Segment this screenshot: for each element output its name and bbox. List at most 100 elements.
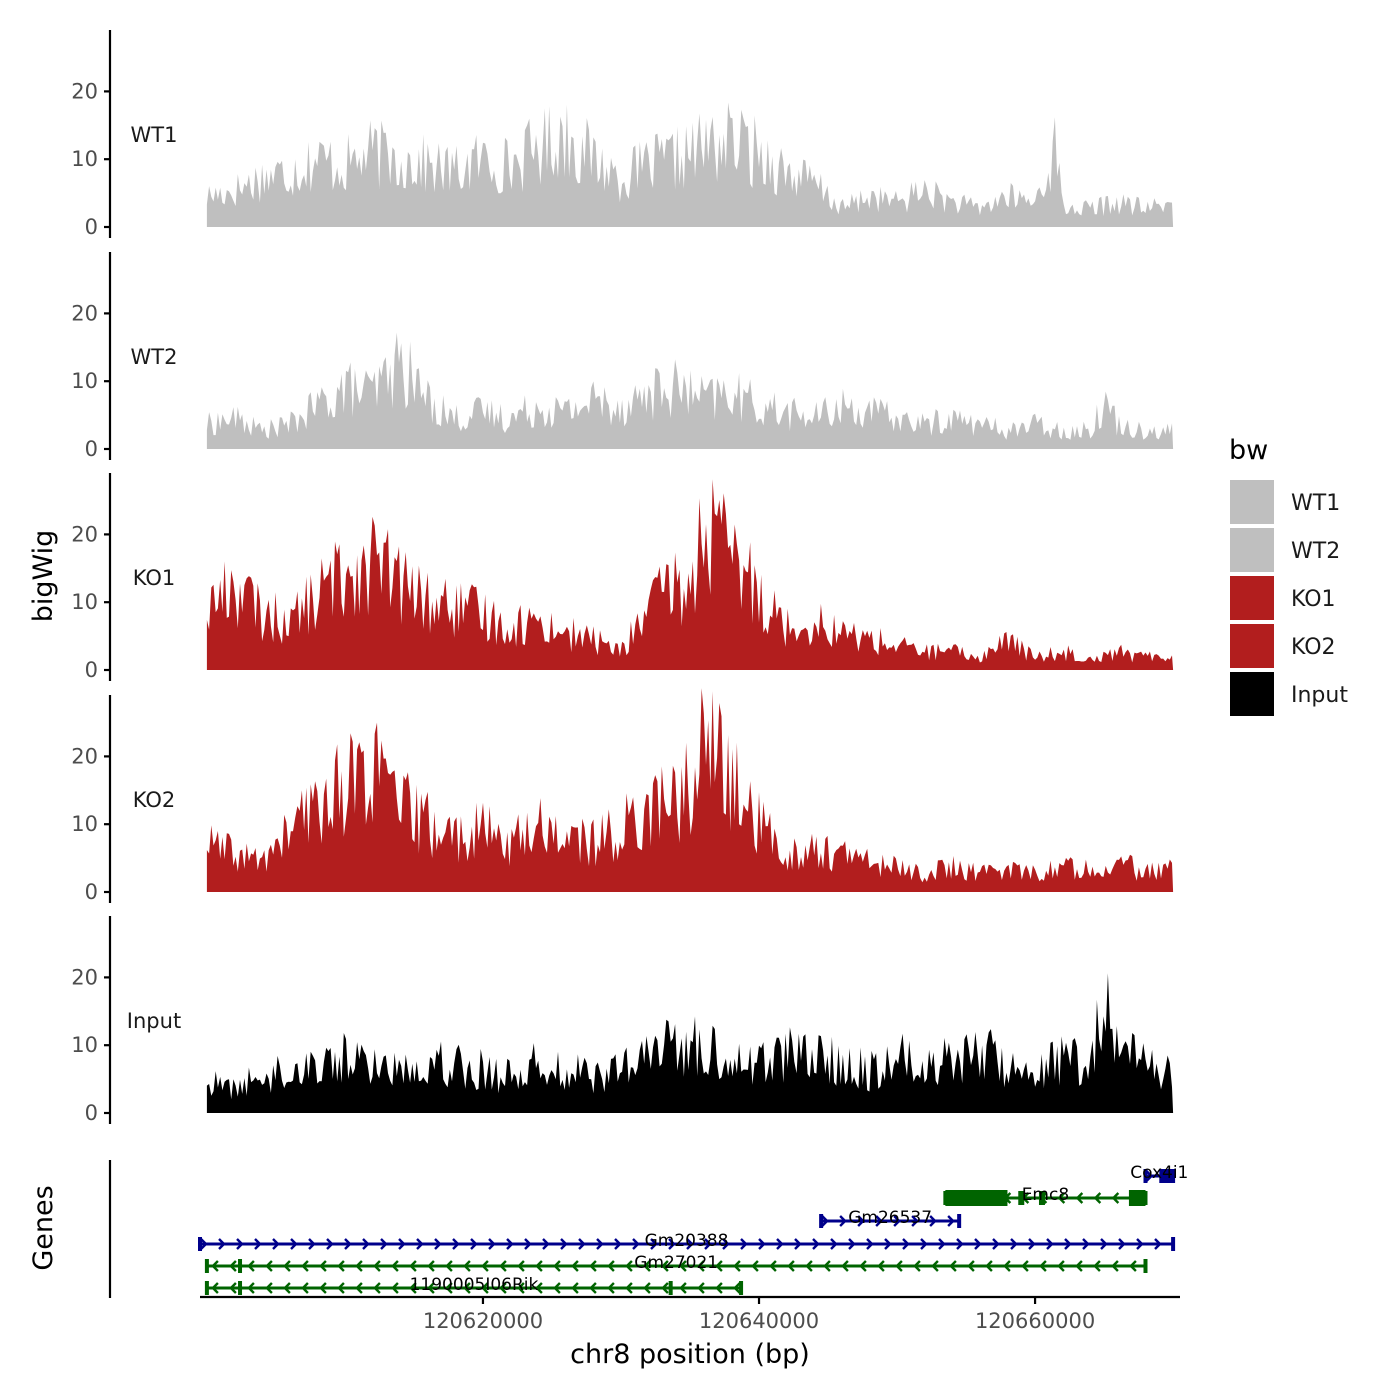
strand-arrow bbox=[902, 1238, 910, 1250]
strand-arrow bbox=[589, 1282, 597, 1294]
strand-arrow bbox=[265, 1260, 273, 1272]
strand-arrow bbox=[560, 1238, 568, 1250]
track-ko1: 0 10 20 KO1 bbox=[71, 473, 1174, 682]
strand-arrow bbox=[992, 1238, 1000, 1250]
gene-label: Emc8 bbox=[1022, 1185, 1069, 1205]
strand-arrow bbox=[211, 1260, 219, 1272]
gene-label: 1190005I06Rik bbox=[410, 1275, 539, 1295]
strand-arrow bbox=[733, 1282, 741, 1294]
strand-arrow bbox=[859, 1260, 867, 1272]
strand-arrow bbox=[373, 1282, 381, 1294]
gene-label: Cox4i1 bbox=[1130, 1163, 1188, 1183]
strand-arrow bbox=[553, 1260, 561, 1272]
strand-arrow bbox=[974, 1238, 982, 1250]
exon-block bbox=[198, 1237, 202, 1251]
gene-gm20388: Gm20388 bbox=[198, 1231, 1176, 1251]
gene-label: Gm26537 bbox=[848, 1208, 932, 1228]
strand-arrow bbox=[857, 1215, 865, 1227]
strand-arrow bbox=[535, 1260, 543, 1272]
strand-arrow bbox=[1021, 1260, 1029, 1272]
strand-arrow bbox=[1057, 1260, 1065, 1272]
strand-arrow bbox=[427, 1282, 435, 1294]
strand-arrow bbox=[823, 1260, 831, 1272]
strand-arrow bbox=[344, 1238, 352, 1250]
exon-block bbox=[238, 1281, 243, 1295]
strand-arrow bbox=[571, 1282, 579, 1294]
legend-label-wt2: WT2 bbox=[1291, 539, 1340, 564]
y-tick-label: 20 bbox=[71, 79, 98, 103]
strand-arrow bbox=[911, 1215, 919, 1227]
strand-arrow bbox=[733, 1260, 741, 1272]
strand-arrow bbox=[643, 1282, 651, 1294]
strand-arrow bbox=[409, 1260, 417, 1272]
strand-arrow bbox=[866, 1238, 874, 1250]
strand-arrow bbox=[929, 1215, 937, 1227]
strand-arrow bbox=[1046, 1238, 1054, 1250]
strand-arrow bbox=[697, 1282, 705, 1294]
strand-arrow bbox=[848, 1238, 856, 1250]
gene-gm26537: Gm26537 bbox=[819, 1208, 962, 1228]
strand-arrow bbox=[355, 1260, 363, 1272]
y-tick-label: 10 bbox=[71, 590, 98, 614]
y-tick-label: 10 bbox=[71, 812, 98, 836]
strand-arrow bbox=[391, 1282, 399, 1294]
strand-arrow bbox=[812, 1238, 820, 1250]
exon-block bbox=[1128, 1190, 1146, 1206]
strand-arrow bbox=[1082, 1238, 1090, 1250]
strand-arrow bbox=[589, 1260, 597, 1272]
x-axis: 120620000 120640000 120660000 bbox=[200, 1295, 1180, 1333]
strand-arrow bbox=[283, 1260, 291, 1272]
strand-arrow bbox=[319, 1260, 327, 1272]
strand-arrow bbox=[553, 1282, 561, 1294]
track-wt1: 0 10 20 WT1 bbox=[71, 30, 1174, 239]
legend-key-input bbox=[1230, 672, 1274, 716]
strand-arrow bbox=[301, 1282, 309, 1294]
strand-arrow bbox=[1028, 1238, 1036, 1250]
strand-arrow bbox=[427, 1260, 435, 1272]
strand-arrow bbox=[355, 1282, 363, 1294]
y-tick-label: 10 bbox=[71, 147, 98, 171]
track-label-input: Input bbox=[127, 1009, 181, 1033]
legend-label-input: Input bbox=[1291, 683, 1348, 708]
track-input: 0 10 20 Input bbox=[71, 916, 1174, 1125]
strand-arrow bbox=[373, 1260, 381, 1272]
strand-arrow bbox=[254, 1238, 262, 1250]
y-tick-label: 20 bbox=[71, 744, 98, 768]
track-wt2: 0 10 20 WT2 bbox=[71, 252, 1174, 461]
exon-block bbox=[1018, 1191, 1025, 1205]
strand-arrow bbox=[661, 1260, 669, 1272]
legend-key-ko1 bbox=[1230, 576, 1274, 620]
strand-arrow bbox=[517, 1282, 525, 1294]
strand-arrow bbox=[452, 1238, 460, 1250]
x-tick-label: 120660000 bbox=[975, 1309, 1095, 1333]
strand-arrow bbox=[1057, 1192, 1066, 1204]
exon-block bbox=[945, 1190, 1008, 1206]
legend-label-ko2: KO2 bbox=[1291, 635, 1336, 660]
strand-arrow bbox=[715, 1260, 723, 1272]
strand-arrow bbox=[1100, 1238, 1108, 1250]
strand-arrow bbox=[542, 1238, 550, 1250]
exon-block bbox=[238, 1259, 243, 1273]
strand-arrow bbox=[704, 1238, 712, 1250]
strand-arrow bbox=[218, 1238, 226, 1250]
strand-arrow bbox=[821, 1215, 829, 1227]
exon-block bbox=[957, 1214, 962, 1228]
strand-arrow bbox=[895, 1260, 903, 1272]
strand-arrow bbox=[1129, 1260, 1137, 1272]
strand-arrow bbox=[1075, 1260, 1083, 1272]
y-tick-label: 0 bbox=[85, 1101, 98, 1125]
strand-arrow bbox=[524, 1238, 532, 1250]
gene-gm27021: Gm27021 bbox=[204, 1253, 1148, 1273]
strand-arrow bbox=[607, 1282, 615, 1294]
track-ko2: 0 10 20 KO2 bbox=[71, 688, 1174, 904]
strand-arrow bbox=[1111, 1260, 1119, 1272]
strand-arrow bbox=[247, 1260, 255, 1272]
track-label-wt1: WT1 bbox=[131, 123, 178, 147]
strand-arrow bbox=[380, 1238, 388, 1250]
x-axis-title: chr8 position (bp) bbox=[570, 1339, 810, 1370]
x-tick-label: 120640000 bbox=[699, 1309, 819, 1333]
bigwig-tracks: 0 10 20 WT1 0 10 20 WT2 0 10 20 KO1 0 10 20 KO2 0 10 20 Inp… bbox=[71, 30, 1174, 1125]
legend-title: bw bbox=[1229, 435, 1268, 466]
